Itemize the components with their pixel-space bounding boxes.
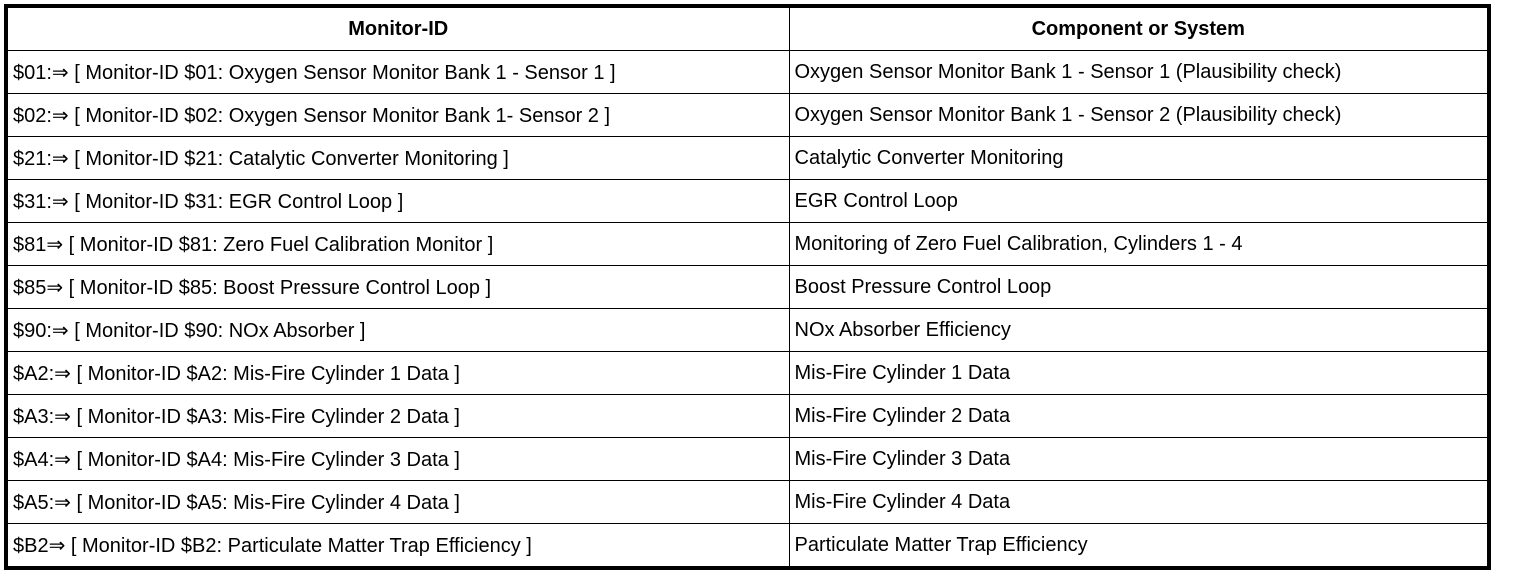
- monitor-id-cell: $A5:⇒ [ Monitor-ID $A5: Mis-Fire Cylinde…: [5, 480, 790, 524]
- monitor-id-cell: $01:⇒ [ Monitor-ID $01: Oxygen Sensor Mo…: [5, 50, 790, 94]
- table-row: $A2:⇒ [ Monitor-ID $A2: Mis-Fire Cylinde…: [5, 351, 1490, 395]
- table-row: $90:⇒ [ Monitor-ID $90: NOx Absorber ] NO…: [5, 308, 1490, 352]
- monitor-id-cell: $B2⇒ [ Monitor-ID $B2: Particulate Matte…: [5, 523, 790, 569]
- table-row: $B2⇒ [ Monitor-ID $B2: Particulate Matte…: [5, 523, 1490, 569]
- component-cell: Mis-Fire Cylinder 3 Data: [788, 437, 1490, 481]
- monitor-id-cell: $31:⇒ [ Monitor-ID $31: EGR Control Loop…: [5, 179, 790, 223]
- table-row: $02:⇒ [ Monitor-ID $02: Oxygen Sensor Mo…: [5, 93, 1490, 137]
- component-cell: EGR Control Loop: [788, 179, 1490, 223]
- table-row: $21:⇒ [ Monitor-ID $21: Catalytic Conver…: [5, 136, 1490, 180]
- header-monitor-id: Monitor-ID: [5, 5, 790, 51]
- monitor-id-table: Monitor-ID Component or System $01:⇒ [ M…: [4, 4, 1491, 570]
- component-cell: NOx Absorber Efficiency: [788, 308, 1490, 352]
- component-cell: Oxygen Sensor Monitor Bank 1 - Sensor 2 …: [788, 93, 1490, 137]
- component-cell: Mis-Fire Cylinder 4 Data: [788, 480, 1490, 524]
- monitor-id-cell: $21:⇒ [ Monitor-ID $21: Catalytic Conver…: [5, 136, 790, 180]
- component-cell: Oxygen Sensor Monitor Bank 1 - Sensor 1 …: [788, 50, 1490, 94]
- component-cell: Monitoring of Zero Fuel Calibration, Cyl…: [788, 222, 1490, 266]
- header-component-or-system: Component or System: [788, 5, 1490, 51]
- table-row: $A4:⇒ [ Monitor-ID $A4: Mis-Fire Cylinde…: [5, 437, 1490, 481]
- monitor-id-cell: $A4:⇒ [ Monitor-ID $A4: Mis-Fire Cylinde…: [5, 437, 790, 481]
- table-row: $85⇒ [ Monitor-ID $85: Boost Pressure Co…: [5, 265, 1490, 309]
- header-row: Monitor-ID Component or System: [5, 5, 1490, 51]
- monitor-id-cell: $90:⇒ [ Monitor-ID $90: NOx Absorber ]: [5, 308, 790, 352]
- component-cell: Catalytic Converter Monitoring: [788, 136, 1490, 180]
- table-row: $31:⇒ [ Monitor-ID $31: EGR Control Loop…: [5, 179, 1490, 223]
- table-row: $81⇒ [ Monitor-ID $81: Zero Fuel Calibra…: [5, 222, 1490, 266]
- monitor-id-cell: $85⇒ [ Monitor-ID $85: Boost Pressure Co…: [5, 265, 790, 309]
- table-row: $A5:⇒ [ Monitor-ID $A5: Mis-Fire Cylinde…: [5, 480, 1490, 524]
- component-cell: Boost Pressure Control Loop: [788, 265, 1490, 309]
- monitor-id-cell: $A2:⇒ [ Monitor-ID $A2: Mis-Fire Cylinde…: [5, 351, 790, 395]
- monitor-id-cell: $02:⇒ [ Monitor-ID $02: Oxygen Sensor Mo…: [5, 93, 790, 137]
- table-row: $01:⇒ [ Monitor-ID $01: Oxygen Sensor Mo…: [5, 50, 1490, 94]
- component-cell: Particulate Matter Trap Efficiency: [788, 523, 1490, 569]
- component-cell: Mis-Fire Cylinder 1 Data: [788, 351, 1490, 395]
- monitor-id-cell: $A3:⇒ [ Monitor-ID $A3: Mis-Fire Cylinde…: [5, 394, 790, 438]
- table-row: $A3:⇒ [ Monitor-ID $A3: Mis-Fire Cylinde…: [5, 394, 1490, 438]
- component-cell: Mis-Fire Cylinder 2 Data: [788, 394, 1490, 438]
- monitor-id-cell: $81⇒ [ Monitor-ID $81: Zero Fuel Calibra…: [5, 222, 790, 266]
